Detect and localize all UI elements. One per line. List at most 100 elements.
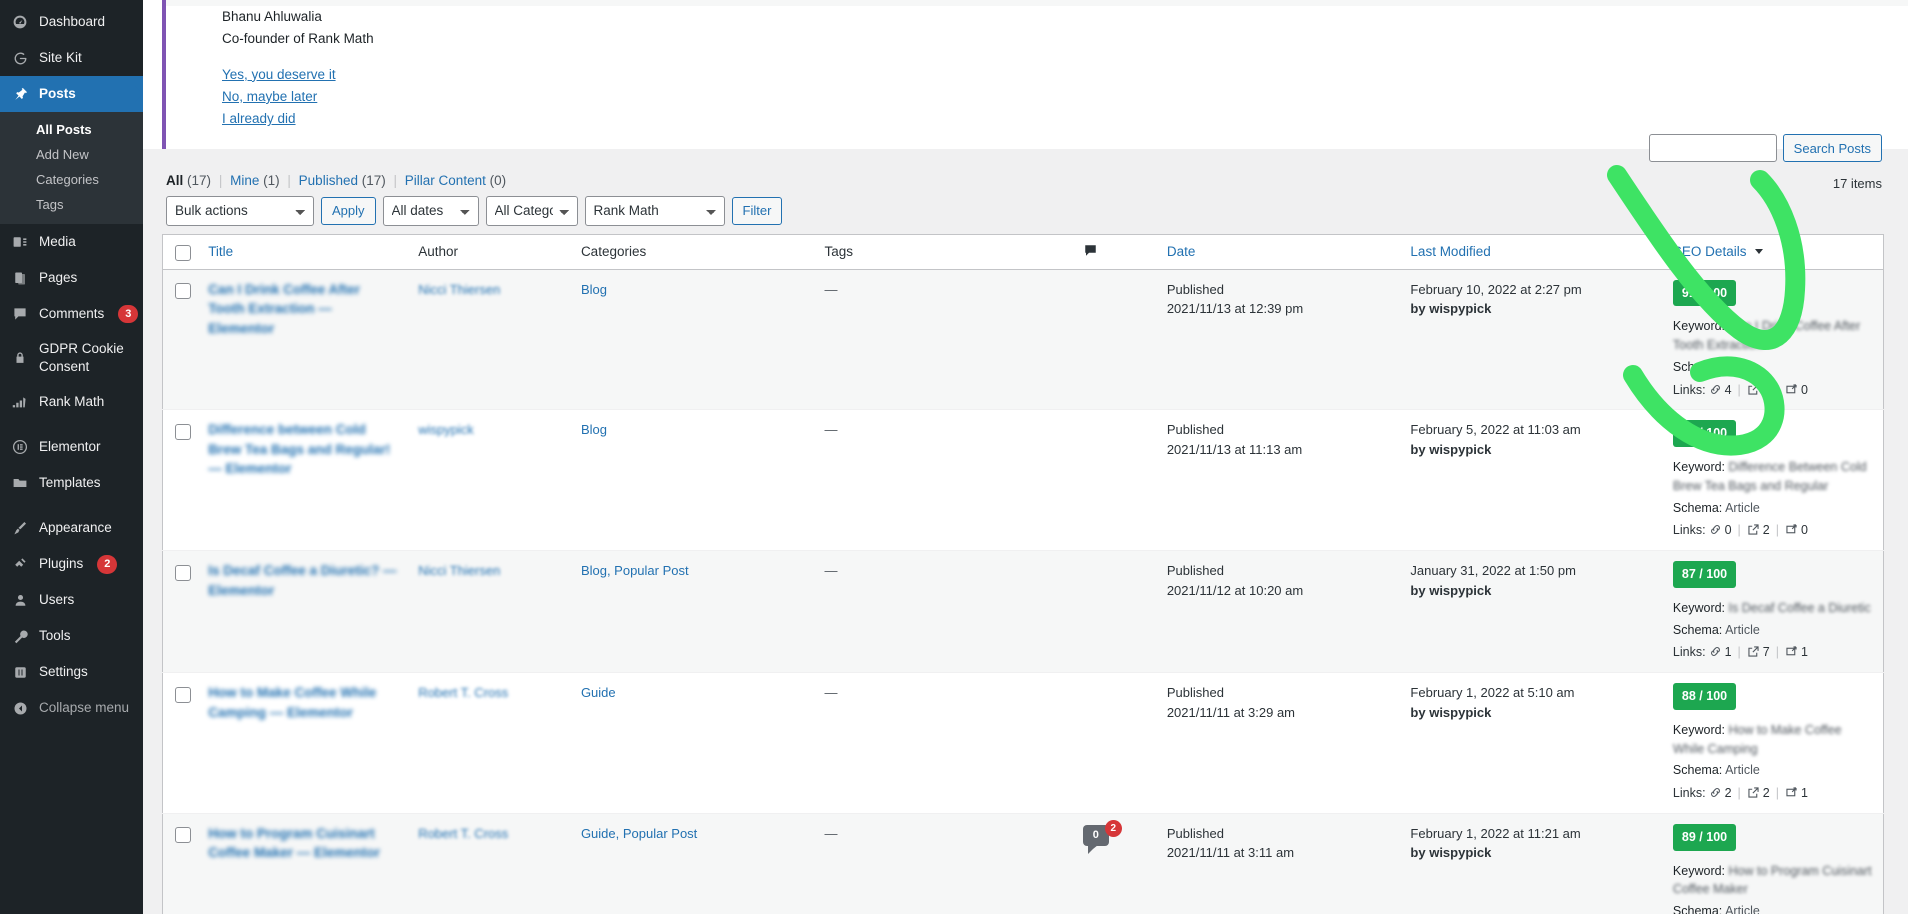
notice-link-later[interactable]: No, maybe later	[222, 88, 318, 104]
category-filter-select[interactable]: All Categories	[485, 195, 578, 226]
notice-link-already-did[interactable]: I already did	[222, 111, 296, 127]
seo-schema: Schema: Article	[1673, 358, 1873, 377]
elementor-icon	[10, 437, 30, 457]
submenu-add-new[interactable]: Add New	[36, 147, 89, 162]
incoming-link-icon	[1785, 643, 1798, 662]
category-link[interactable]: Guide, Popular Post	[580, 825, 698, 841]
author-link[interactable]: wispypick	[418, 422, 474, 438]
sidebar-label: Appearance	[39, 520, 112, 536]
sidebar-item-gdpr-cookie-consent[interactable]: GDPR Cookie Consent	[0, 332, 143, 384]
header-seo-details-label: SEO Details	[1672, 244, 1747, 260]
sidebar-label: GDPR Cookie Consent	[39, 341, 124, 375]
bubble-tail	[1087, 844, 1098, 854]
sidebar-item-templates[interactable]: Templates	[0, 465, 143, 501]
category-link[interactable]: Blog, Popular Post	[580, 563, 689, 579]
sidebar-item-tools[interactable]: Tools	[0, 618, 143, 654]
row-checkbox[interactable]	[175, 564, 191, 581]
submenu-all-posts[interactable]: All Posts	[36, 122, 92, 137]
apply-button[interactable]: Apply	[321, 196, 376, 225]
incoming-link-icon	[1785, 381, 1798, 400]
category-link[interactable]: Guide	[580, 685, 616, 701]
author-link[interactable]: Robert T. Cross	[418, 685, 509, 701]
cell-comments[interactable]: 0 2	[1072, 812, 1157, 914]
author-link[interactable]: Nicci Thiersen	[418, 563, 501, 579]
row-checkbox[interactable]	[175, 686, 191, 703]
sidebar-item-settings[interactable]: Settings	[0, 654, 143, 690]
sidebar-item-rank-math[interactable]: Rank Math	[0, 384, 143, 420]
sidebar-item-collapse-menu[interactable]: Collapse menu	[0, 690, 143, 726]
cell-seo-details: 91 / 100 Keyword: Can I Drink Coffee Aft…	[1662, 268, 1884, 410]
header-date[interactable]: Date	[1156, 234, 1401, 270]
date-filter-select[interactable]: All dates	[382, 195, 479, 226]
sidebar-label: Elementor	[39, 439, 101, 455]
row-select-cell[interactable]	[162, 550, 199, 673]
notice-top-strip	[162, 0, 1908, 6]
post-title-link[interactable]: Difference between Cold Brew Tea Bags an…	[208, 422, 391, 457]
select-all-header[interactable]	[162, 234, 199, 270]
seo-schema-label: Schema:	[1672, 763, 1723, 778]
sidebar-label: Dashboard	[39, 13, 106, 29]
view-published[interactable]: Published	[298, 172, 358, 188]
table-row: Is Decaf Coffee a Diuretic? — Elementor …	[162, 550, 1884, 673]
post-title-link[interactable]: Is Decaf Coffee a Diuretic?	[208, 563, 380, 579]
sidebar-item-comments[interactable]: Comments 3	[0, 296, 143, 332]
bulk-actions-select[interactable]: Bulk actions	[166, 195, 314, 226]
header-title[interactable]: Title	[198, 234, 409, 270]
modified-by: by wispypick	[1410, 845, 1492, 861]
sidebar-item-site-kit[interactable]: Site Kit	[0, 40, 143, 76]
pages-icon	[10, 268, 30, 288]
view-pillar-content[interactable]: Pillar Content	[404, 172, 486, 188]
author-link[interactable]: Nicci Thiersen	[418, 281, 501, 297]
category-link[interactable]: Blog	[580, 281, 607, 297]
seo-keyword-label: Keyword:	[1672, 460, 1726, 475]
seo-keyword-value: How to Make Coffee While Camping	[1672, 722, 1842, 756]
sidebar-item-media[interactable]: Media	[0, 224, 143, 260]
post-title-suffix: — Elementor	[208, 563, 397, 598]
seo-keyword-label: Keyword:	[1672, 863, 1726, 878]
row-select-cell[interactable]	[162, 409, 199, 551]
search-posts-button[interactable]: Search Posts	[1782, 134, 1882, 162]
sidebar-item-posts[interactable]: Posts	[0, 76, 143, 112]
header-seo-details[interactable]: SEO Details	[1662, 234, 1884, 270]
view-all[interactable]: All	[166, 172, 184, 188]
settings-icon	[10, 662, 30, 682]
cell-date: Published 2021/11/13 at 11:13 am	[1156, 409, 1401, 551]
row-select-cell[interactable]	[162, 268, 199, 410]
view-mine[interactable]: Mine	[230, 172, 260, 188]
sidebar-label: Posts	[39, 85, 76, 101]
internal-link-count: 0	[1724, 523, 1732, 538]
cell-categories: Blog	[570, 268, 815, 410]
sidebar-item-users[interactable]: Users	[0, 582, 143, 618]
sidebar-item-plugins[interactable]: Plugins 2	[0, 546, 143, 582]
view-published-count: (17)	[361, 172, 386, 188]
row-checkbox[interactable]	[175, 827, 191, 844]
sidebar-item-pages[interactable]: Pages	[0, 260, 143, 296]
row-select-cell[interactable]	[162, 812, 199, 914]
header-comments[interactable]	[1072, 234, 1157, 270]
cell-tags: —	[814, 672, 1073, 814]
filter-button[interactable]: Filter	[731, 196, 783, 225]
select-all-checkbox[interactable]	[175, 244, 191, 261]
sidebar-item-dashboard[interactable]: Dashboard	[0, 4, 143, 40]
category-link[interactable]: Blog	[580, 422, 607, 438]
notice-role: Co-founder of Rank Math	[222, 30, 374, 46]
comment-count-bubble[interactable]: 0 2	[1082, 819, 1122, 854]
post-title-link[interactable]: How to Make Coffee While Camping	[208, 685, 377, 720]
row-checkbox[interactable]	[175, 423, 191, 440]
submenu-tags[interactable]: Tags	[36, 197, 64, 212]
cell-tags: —	[814, 812, 1073, 914]
notice-link-yes[interactable]: Yes, you deserve it	[222, 66, 336, 82]
cell-date: Published 2021/11/11 at 3:11 am	[1156, 812, 1401, 914]
author-link[interactable]: Robert T. Cross	[418, 825, 509, 841]
sidebar-item-appearance[interactable]: Appearance	[0, 510, 143, 546]
row-select-cell[interactable]	[162, 672, 199, 814]
submenu-categories[interactable]: Categories	[36, 172, 99, 187]
search-input[interactable]	[1648, 134, 1777, 162]
rank-math-filter-select[interactable]: Rank Math	[584, 195, 725, 226]
post-title-link[interactable]: How to Program Cuisinart Coffee Maker	[208, 825, 375, 861]
header-last-modified[interactable]: Last Modified	[1400, 234, 1663, 270]
post-title-link[interactable]: Can I Drink Coffee After Tooth Extractio…	[208, 281, 360, 317]
row-checkbox[interactable]	[175, 283, 191, 300]
sidebar-item-elementor[interactable]: Elementor	[0, 429, 143, 465]
